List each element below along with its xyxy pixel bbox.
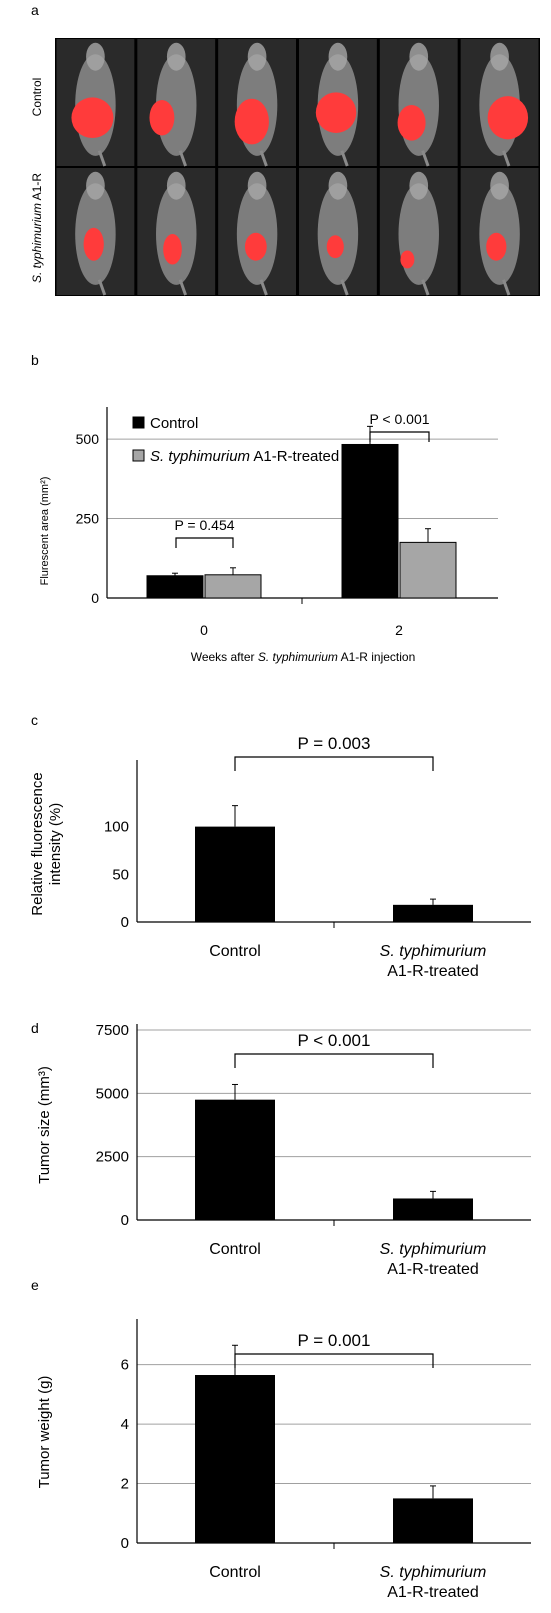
mouse-image-r1c1: [56, 39, 135, 167]
x-tick-label: S. typhimurium: [380, 1241, 487, 1258]
y-axis-label: Tumor size (mm³): [36, 1066, 53, 1184]
tumor-fluorescence: [315, 92, 357, 133]
mouse-images: [56, 39, 539, 296]
row-label-control: Control: [30, 78, 44, 117]
y-tick-label: 2500: [96, 1149, 129, 1166]
panel-letter-a: a: [31, 2, 39, 18]
y-tick-label: 5000: [96, 1085, 129, 1102]
tumor-fluorescence: [234, 98, 269, 145]
bar-control: [195, 1375, 275, 1543]
x-axis-label: Weeks after S. typhimurium A1-R injectio…: [191, 650, 416, 664]
p-value-week0-label: P = 0.454: [174, 517, 234, 533]
y-tick-label: 2: [121, 1476, 129, 1493]
tumor-fluorescence: [149, 99, 175, 136]
y-axis-label: Flurescent area (mm²): [39, 477, 51, 586]
legend-label-treated: S. typhimurium A1-R-treated: [150, 448, 339, 465]
y-axis-label: Relative fluorescenceintensity (%): [29, 772, 64, 915]
bar-treated-0: [204, 574, 262, 599]
tumor-fluorescence: [83, 227, 104, 261]
y-tick-label: 50: [112, 866, 129, 883]
y-tick-label: 7500: [96, 1022, 129, 1039]
bar-treated-2: [399, 541, 457, 599]
x-tick-label: A1-R-treated: [387, 1261, 479, 1278]
tumor-fluorescence: [397, 105, 426, 141]
y-tick-label: 4: [121, 1416, 129, 1433]
p-value-label: P < 0.001: [298, 1031, 371, 1050]
p-value-label: P = 0.003: [298, 734, 371, 753]
panel-a-labels: Control S. typhimurium A1-R: [30, 78, 44, 283]
tumor-fluorescence: [244, 232, 267, 261]
legend-swatch-treated: [132, 449, 145, 462]
bar-treated: [393, 1498, 473, 1543]
x-tick-label: S. typhimurium: [380, 1564, 487, 1581]
x-tick-label: A1-R-treated: [387, 1584, 479, 1601]
bar-treated: [393, 1198, 473, 1220]
y-tick-label: 0: [121, 914, 129, 931]
y-tick-label: 6: [121, 1357, 129, 1374]
y-tick-label: 0: [121, 1535, 129, 1552]
x-tick-label: 2: [395, 622, 403, 638]
mouse-image-r1c6: [460, 39, 539, 167]
y-tick-label: 500: [76, 431, 100, 447]
bar-control: [195, 826, 275, 922]
x-tick-label: Control: [209, 1241, 261, 1258]
panel-letter-c: c: [31, 712, 38, 728]
tumor-fluorescence: [486, 232, 507, 261]
y-tick-label: 0: [121, 1212, 129, 1229]
p-value-week2-label: P < 0.001: [369, 411, 429, 427]
p-value-week0-bracket: [175, 537, 234, 548]
bar-treated: [393, 904, 473, 922]
panel-letter-d: d: [31, 1020, 39, 1036]
mouse-image-r1c4: [299, 39, 377, 167]
p-value-label: P = 0.001: [298, 1331, 371, 1350]
y-tick-label: 250: [76, 511, 100, 527]
mouse-image-r2c2: [137, 168, 216, 296]
legend-label-control: Control: [150, 415, 198, 432]
tumor-fluorescence: [400, 250, 415, 269]
x-tick-label: 0: [200, 622, 208, 638]
mouse-image-grid: [55, 38, 540, 296]
mouse-image-r1c2: [137, 39, 216, 167]
tumor-fluorescence: [326, 235, 344, 259]
y-tick-label: 0: [91, 590, 99, 606]
mouse-image-r2c6: [460, 168, 539, 296]
bar-control-2: [341, 443, 399, 599]
x-tick-label: Control: [209, 1564, 261, 1581]
mouse-image-r2c1: [56, 168, 135, 296]
p-value-bracket: [234, 1053, 434, 1068]
p-value-week2-bracket: [369, 431, 430, 442]
bar-control: [195, 1099, 275, 1220]
x-tick-label: S. typhimurium: [380, 943, 487, 960]
x-tick-label: Control: [209, 943, 261, 960]
mouse-image-r2c5: [379, 168, 458, 296]
p-value-bracket: [234, 756, 434, 771]
x-tick-label: A1-R-treated: [387, 963, 479, 980]
y-tick-label: 100: [104, 819, 129, 836]
tumor-fluorescence: [487, 96, 529, 140]
y-axis-label: Tumor weight (g): [36, 1376, 53, 1489]
tumor-fluorescence: [163, 234, 182, 265]
row-label-treated: S. typhimurium A1-R: [30, 173, 44, 283]
p-value-bracket: [234, 1353, 434, 1368]
panel-letter-b: b: [31, 352, 39, 368]
mouse-image-r2c4: [299, 168, 377, 296]
panel-letter-e: e: [31, 1277, 39, 1293]
mouse-image-r2c3: [218, 168, 296, 296]
bar-control-0: [146, 575, 204, 599]
mouse-image-r1c3: [218, 39, 296, 167]
legend-swatch-control: [132, 416, 145, 429]
mouse-image-r1c5: [379, 39, 458, 167]
tumor-fluorescence: [71, 97, 114, 139]
